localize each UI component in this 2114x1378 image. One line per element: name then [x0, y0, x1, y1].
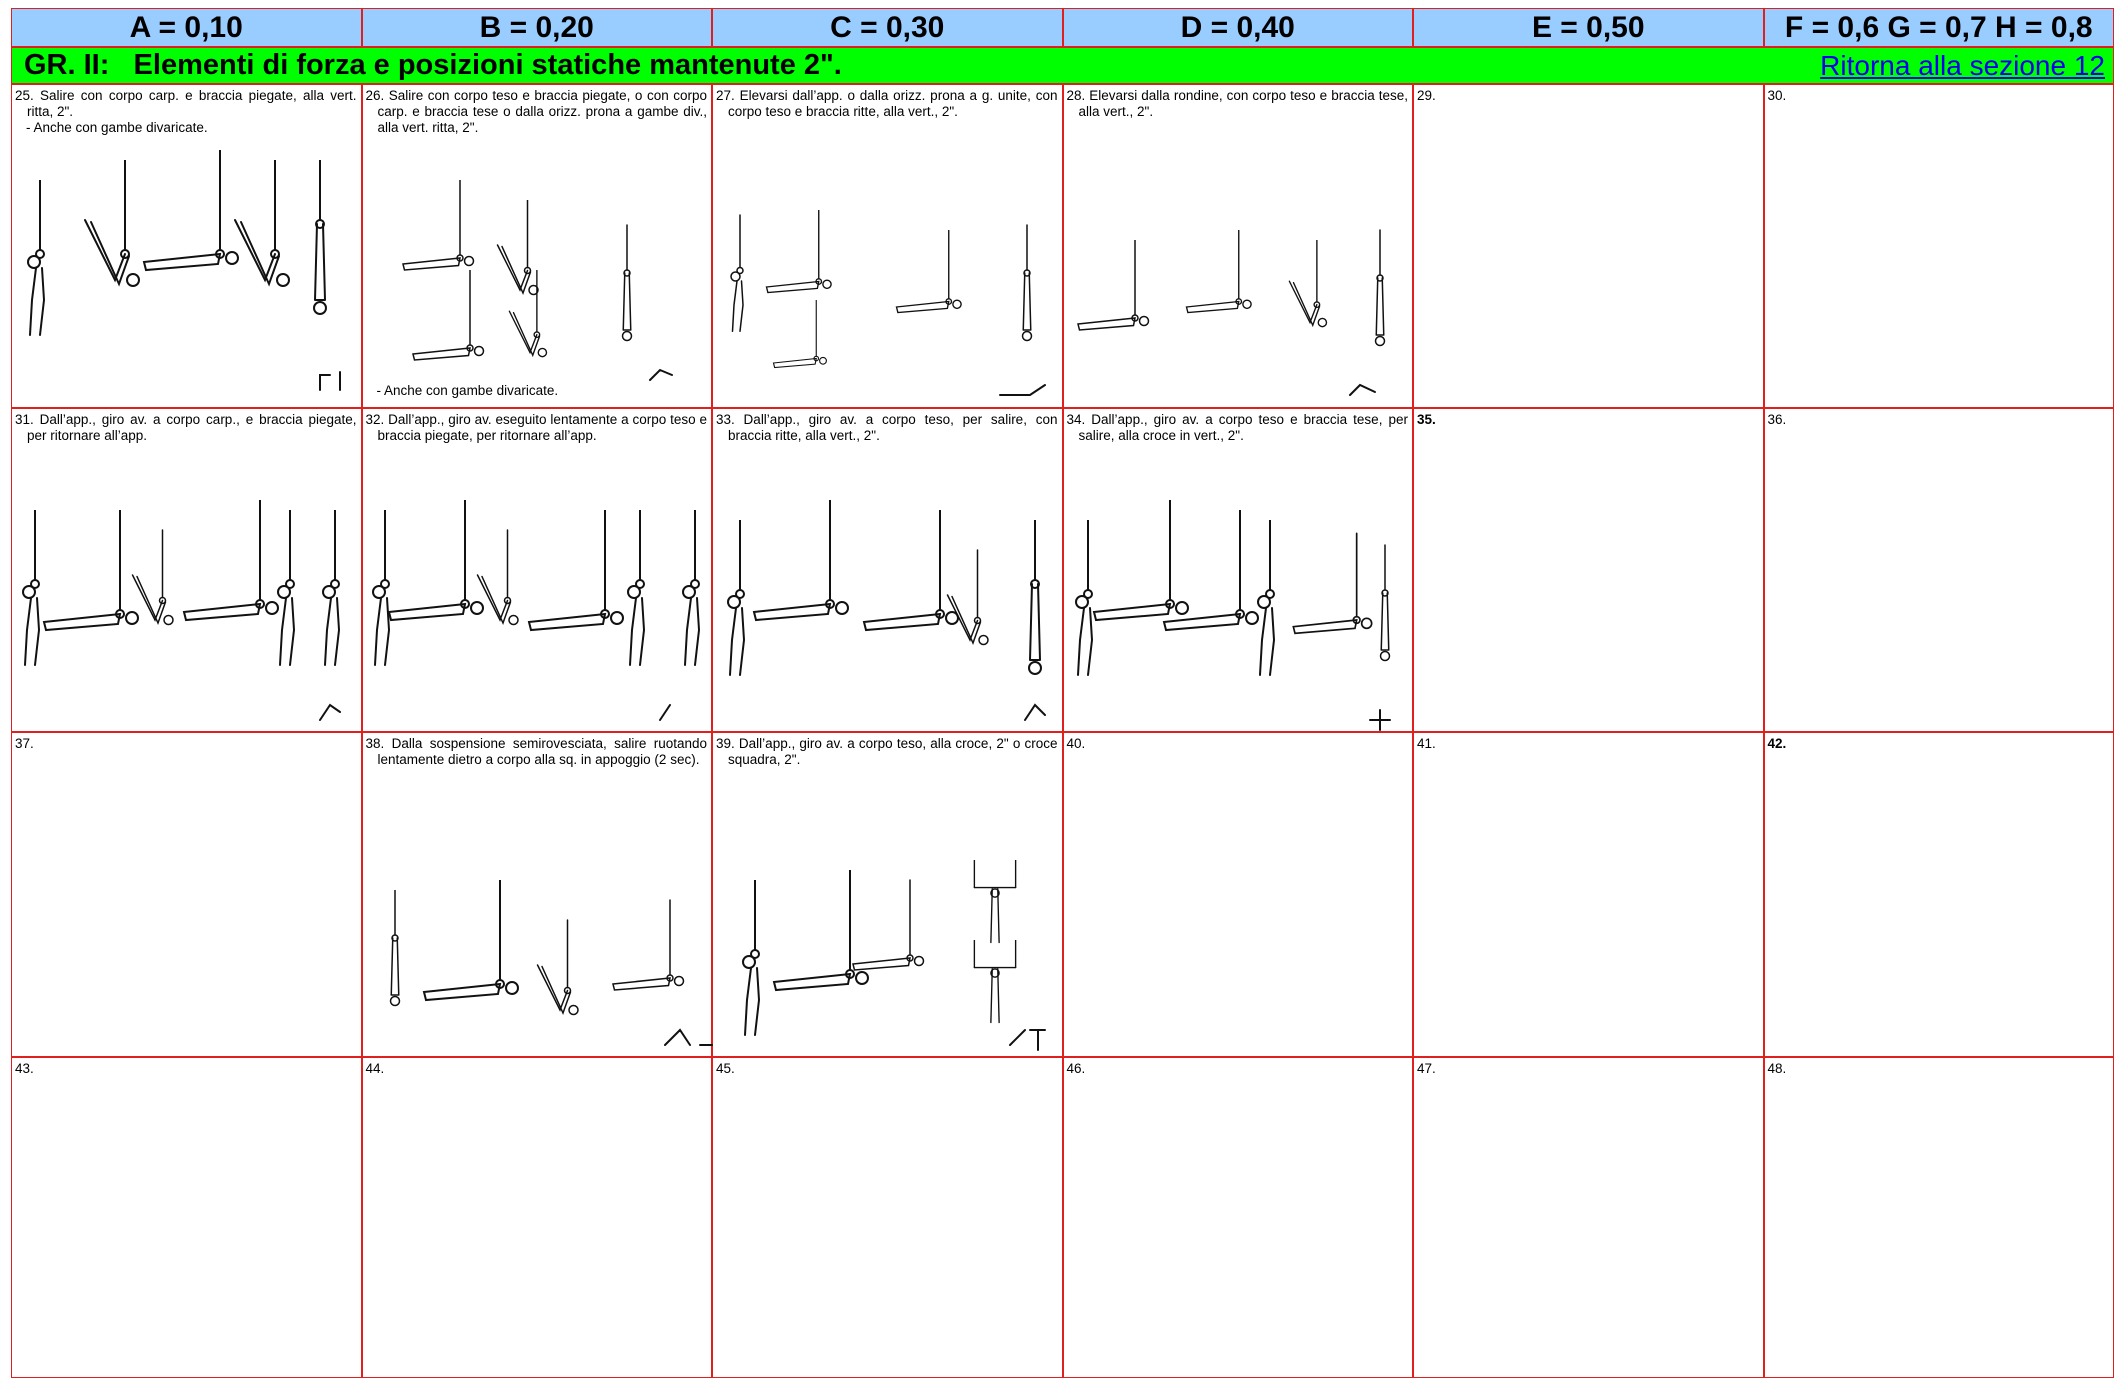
cell-text: 40. — [1066, 736, 1086, 751]
cell-note: - Anche con gambe divaricate. — [26, 120, 208, 136]
cell-text: 44. — [365, 1061, 385, 1076]
table-cell: 34. Dall’app., giro av. a corpo teso e b… — [1062, 408, 1413, 732]
table-cell: 31. Dall’app., giro av. a corpo carp., e… — [11, 408, 362, 732]
table-cell: 47. — [1413, 1057, 1764, 1378]
table-cell: 27. Elevarsi dall’app. o dalla orizz. pr… — [712, 84, 1063, 408]
cell-text: 35. — [1417, 412, 1436, 427]
cell-text: 45. — [716, 1061, 735, 1076]
cell-text: 28. Elevarsi dalla rondine, con corpo te… — [1066, 88, 1409, 120]
table-cell: 41. — [1413, 732, 1764, 1057]
cell-text: 42. — [1767, 736, 1787, 751]
cell-text: 48. — [1767, 1061, 1787, 1076]
table-cell: 43. — [11, 1057, 362, 1378]
column-header: F = 0,6 G = 0,7 H = 0,8 — [1763, 8, 2114, 47]
cell-text: 43. — [15, 1061, 34, 1076]
table: A = 0,10 B = 0,20 C = 0,30 D = 0,40 E = 0,50… — [11, 8, 2114, 1378]
column-header: B = 0,20 — [361, 8, 712, 47]
cell-text: 41. — [1417, 736, 1436, 751]
cell-text: 38. Dalla sospensione semirovesciata, sa… — [365, 736, 708, 768]
table-cell: 40. — [1062, 732, 1413, 1057]
cell-text: 47. — [1417, 1061, 1436, 1076]
table-cell: 37. — [11, 732, 362, 1057]
column-header: D = 0,40 — [1062, 8, 1413, 47]
table-cell: 29. — [1413, 84, 1764, 408]
cell-text: 30. — [1767, 88, 1787, 103]
cell-note: - Anche con gambe divaricate. — [376, 382, 559, 398]
table-cell: 44. — [361, 1057, 712, 1378]
cell-text: 46. — [1066, 1061, 1086, 1076]
table-cell: 25. Salire con corpo carp. e braccia pie… — [11, 84, 362, 408]
cell-text: 31. Dall’app., giro av. a corpo carp., e… — [15, 412, 357, 444]
table-cell: 39. Dall’app., giro av. a corpo teso, al… — [712, 732, 1063, 1057]
cell-text: 27. Elevarsi dall’app. o dalla orizz. pr… — [716, 88, 1058, 120]
table-cell: 28. Elevarsi dalla rondine, con corpo te… — [1062, 84, 1413, 408]
cell-text: 25. Salire con corpo carp. e braccia pie… — [15, 88, 357, 120]
table-cell: 48. — [1763, 1057, 2114, 1378]
table-cell: 32. Dall’app., giro av. eseguito lentame… — [361, 408, 712, 732]
group-title: GR. II: Elementi di forza e posizioni st… — [24, 49, 842, 81]
cell-text: 29. — [1417, 88, 1436, 103]
cell-text: 37. — [15, 736, 34, 751]
cell-text: 34. Dall’app., giro av. a corpo teso e b… — [1066, 412, 1409, 444]
cell-text: 32. Dall’app., giro av. eseguito lentame… — [365, 412, 708, 444]
table-cell: 30. — [1763, 84, 2114, 408]
table-cell: 26. Salire con corpo teso e braccia pieg… — [361, 84, 712, 408]
column-header: E = 0,50 — [1413, 8, 1764, 47]
cell-text: 36. — [1767, 412, 1787, 427]
table-cell: 38. Dalla sospensione semirovesciata, sa… — [361, 732, 712, 1057]
column-header: A = 0,10 — [11, 8, 362, 47]
column-header: C = 0,30 — [712, 8, 1063, 47]
table-cell: 45. — [712, 1057, 1063, 1378]
table-cell: 42. — [1763, 732, 2114, 1057]
table-cell: 36. — [1763, 408, 2114, 732]
table-cell: 46. — [1062, 1057, 1413, 1378]
section-link[interactable]: Ritorna alla sezione 12 — [1820, 49, 2105, 81]
cell-text: 33. Dall’app., giro av. a corpo teso, pe… — [716, 412, 1058, 444]
table-cell: 33. Dall’app., giro av. a corpo teso, pe… — [712, 408, 1063, 732]
cell-text: 26. Salire con corpo teso e braccia pieg… — [365, 88, 708, 136]
group-row: GR. II: Elementi di forza e posizioni st… — [11, 47, 2114, 84]
cell-text: 39. Dall’app., giro av. a corpo teso, al… — [716, 736, 1058, 768]
table-cell: 35. — [1413, 408, 1764, 732]
